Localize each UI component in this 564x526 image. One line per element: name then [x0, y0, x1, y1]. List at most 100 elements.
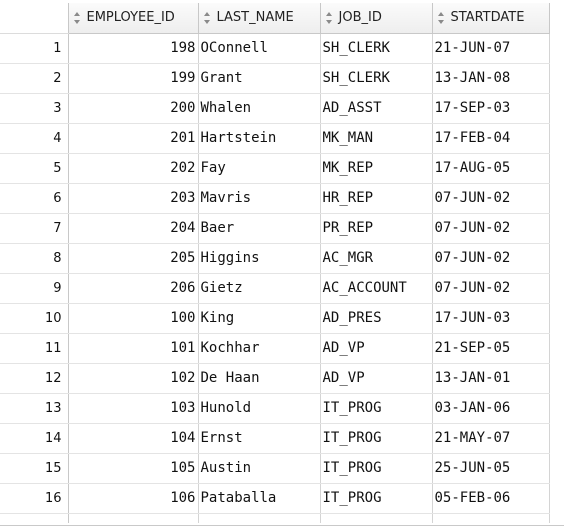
- table-row[interactable]: 5 202 Fay MK_REP 17-AUG-05: [0, 153, 550, 184]
- cell-last-name[interactable]: Grant: [198, 63, 321, 94]
- cell-startdate[interactable]: 21-MAY-07: [432, 423, 550, 454]
- cell-startdate[interactable]: 03-JAN-06: [432, 393, 550, 424]
- table-row[interactable]: 1 198 OConnell SH_CLERK 21-JUN-07: [0, 33, 550, 64]
- cell-last-name[interactable]: Higgins: [198, 243, 321, 274]
- table-row[interactable]: 2 199 Grant SH_CLERK 13-JAN-08: [0, 63, 550, 94]
- cell-job-id[interactable]: PR_REP: [320, 213, 433, 244]
- cell-startdate[interactable]: 07-JUN-02: [432, 273, 550, 304]
- cell-job-id[interactable]: AD_VP: [320, 363, 433, 394]
- cell-startdate[interactable]: 17-SEP-03: [432, 93, 550, 124]
- cell-last-name[interactable]: OConnell: [198, 33, 321, 64]
- column-header-employee-id[interactable]: EMPLOYEE_ID: [67, 3, 199, 34]
- table-row[interactable]: 9 206 Gietz AC_ACCOUNT 07-JUN-02: [0, 273, 550, 304]
- cell-last-name[interactable]: Mavris: [198, 183, 321, 214]
- cell-employee-id[interactable]: 104: [68, 423, 199, 454]
- cell-employee-id[interactable]: 202: [68, 153, 199, 184]
- column-header-job-id[interactable]: JOB_ID: [319, 3, 433, 34]
- cell-last-name[interactable]: Austin: [198, 453, 321, 484]
- row-number: 15: [0, 453, 69, 484]
- cell-startdate[interactable]: 21-SEP-05: [432, 333, 550, 364]
- cell-last-name[interactable]: Baer: [198, 213, 321, 244]
- cell-last-name[interactable]: De Haan: [198, 363, 321, 394]
- table-row[interactable]: 10 100 King AD_PRES 17-JUN-03: [0, 303, 550, 334]
- cell-last-name[interactable]: Hartstein: [198, 123, 321, 154]
- cell-startdate[interactable]: 05-FEB-06: [432, 483, 550, 514]
- table-row[interactable]: 13 103 Hunold IT_PROG 03-JAN-06: [0, 393, 550, 424]
- cell-employee-id[interactable]: 106: [68, 483, 199, 514]
- table-row[interactable]: 3 200 Whalen AD_ASST 17-SEP-03: [0, 93, 550, 124]
- column-header-label: EMPLOYEE_ID: [86, 10, 175, 26]
- row-number: 11: [0, 333, 69, 364]
- cell-employee-id[interactable]: 199: [68, 63, 199, 94]
- row-number: 8: [0, 243, 69, 274]
- row-number: 9: [0, 273, 69, 304]
- cell-last-name[interactable]: Kochhar: [198, 333, 321, 364]
- row-number: 14: [0, 423, 69, 454]
- cell-employee-id[interactable]: 205: [68, 243, 199, 274]
- cell-last-name[interactable]: Hunold: [198, 393, 321, 424]
- cell-job-id[interactable]: SH_CLERK: [320, 63, 433, 94]
- cell-job-id[interactable]: AC_ACCOUNT: [320, 273, 433, 304]
- column-header-last-name[interactable]: LAST_NAME: [197, 3, 321, 34]
- cell-employee-id[interactable]: 101: [68, 333, 199, 364]
- cell-last-name[interactable]: King: [198, 303, 321, 334]
- row-number: 3: [0, 93, 69, 124]
- table-row[interactable]: 7 204 Baer PR_REP 07-JUN-02: [0, 213, 550, 244]
- cell-employee-id[interactable]: 102: [68, 363, 199, 394]
- table-row[interactable]: 6 203 Mavris HR_REP 07-JUN-02: [0, 183, 550, 214]
- cell-job-id[interactable]: IT_PROG: [320, 393, 433, 424]
- column-header-label: STARTDATE: [450, 10, 525, 26]
- query-results-table: EMPLOYEE_ID LAST_NAME: [0, 3, 550, 523]
- cell-employee-id[interactable]: 203: [68, 183, 199, 214]
- cell-last-name[interactable]: Gietz: [198, 273, 321, 304]
- cell-job-id[interactable]: AD_PRES: [320, 303, 433, 334]
- cell-startdate[interactable]: 17-AUG-05: [432, 153, 550, 184]
- cell-startdate[interactable]: 21-JUN-07: [432, 33, 550, 64]
- cell-job-id[interactable]: HR_REP: [320, 183, 433, 214]
- cell-startdate[interactable]: 17-FEB-04: [432, 123, 550, 154]
- table-row[interactable]: 15 105 Austin IT_PROG 25-JUN-05: [0, 453, 550, 484]
- table-row[interactable]: 4 201 Hartstein MK_MAN 17-FEB-04: [0, 123, 550, 154]
- cell-employee-id[interactable]: 204: [68, 213, 199, 244]
- cell-startdate[interactable]: 13-JAN-01: [432, 363, 550, 394]
- cell-job-id[interactable]: MK_REP: [320, 153, 433, 184]
- cell-startdate[interactable]: 07-JUN-02: [432, 243, 550, 274]
- cell-last-name[interactable]: Whalen: [198, 93, 321, 124]
- table-row[interactable]: 11 101 Kochhar AD_VP 21-SEP-05: [0, 333, 550, 364]
- cell-startdate[interactable]: 07-JUN-02: [432, 183, 550, 214]
- cell-job-id[interactable]: AD_VP: [320, 333, 433, 364]
- row-number: 16: [0, 483, 69, 514]
- cell-employee-id[interactable]: 105: [68, 453, 199, 484]
- row-number: 5: [0, 153, 69, 184]
- row-number: 13: [0, 393, 69, 424]
- cell-startdate[interactable]: 07-JUN-02: [432, 213, 550, 244]
- cell-startdate[interactable]: 13-JAN-08: [432, 63, 550, 94]
- cell-job-id[interactable]: MK_MAN: [320, 123, 433, 154]
- cell-employee-id[interactable]: 100: [68, 303, 199, 334]
- cell-employee-id[interactable]: 198: [68, 33, 199, 64]
- table-row[interactable]: 16 106 Pataballa IT_PROG 05-FEB-06: [0, 483, 550, 514]
- cell-last-name[interactable]: Ernst: [198, 423, 321, 454]
- cell-job-id[interactable]: AD_ASST: [320, 93, 433, 124]
- cell-job-id[interactable]: AC_MGR: [320, 243, 433, 274]
- cell-employee-id[interactable]: 201: [68, 123, 199, 154]
- sort-updown-icon: [437, 11, 444, 24]
- cell-startdate[interactable]: 17-JUN-03: [432, 303, 550, 334]
- sort-updown-icon: [203, 11, 210, 24]
- cell-job-id[interactable]: IT_PROG: [320, 423, 433, 454]
- cell-job-id[interactable]: IT_PROG: [320, 483, 433, 514]
- cell-employee-id[interactable]: 200: [68, 93, 199, 124]
- column-header-startdate[interactable]: STARTDATE: [431, 3, 550, 34]
- row-number: 7: [0, 213, 69, 244]
- table-row[interactable]: 8 205 Higgins AC_MGR 07-JUN-02: [0, 243, 550, 274]
- cell-last-name[interactable]: Pataballa: [198, 483, 321, 514]
- cell-startdate: [432, 513, 550, 523]
- cell-employee-id[interactable]: 206: [68, 273, 199, 304]
- cell-startdate[interactable]: 25-JUN-05: [432, 453, 550, 484]
- cell-employee-id[interactable]: 103: [68, 393, 199, 424]
- cell-job-id[interactable]: SH_CLERK: [320, 33, 433, 64]
- table-row[interactable]: 14 104 Ernst IT_PROG 21-MAY-07: [0, 423, 550, 454]
- table-row[interactable]: 12 102 De Haan AD_VP 13-JAN-01: [0, 363, 550, 394]
- cell-job-id[interactable]: IT_PROG: [320, 453, 433, 484]
- cell-last-name[interactable]: Fay: [198, 153, 321, 184]
